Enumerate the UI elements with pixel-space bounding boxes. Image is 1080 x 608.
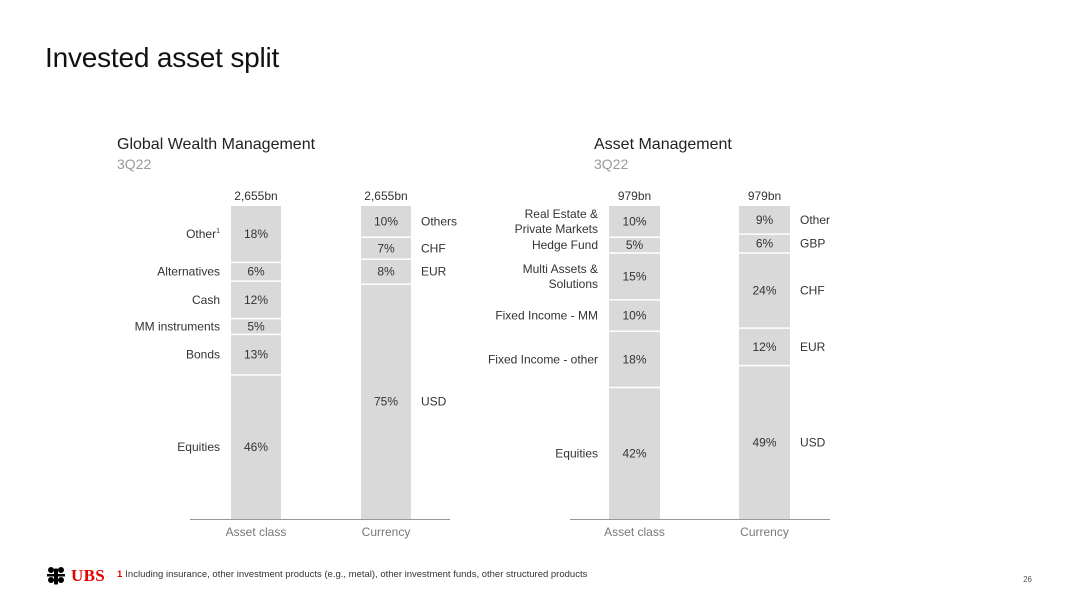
segment-value-label: 24% <box>752 284 776 298</box>
segment-value-label: 10% <box>374 215 398 229</box>
segment-value-label: 9% <box>756 213 774 227</box>
x-category-label: Asset class <box>604 525 665 539</box>
segment-value-label: 18% <box>622 352 646 366</box>
segment-name-label: Multi Assets & Solutions <box>523 262 598 291</box>
segment-value-label: 13% <box>244 348 268 362</box>
segment-name-label: EUR <box>800 340 826 354</box>
segment-name-label: Alternatives <box>157 265 220 279</box>
bar-total-label: 2,655bn <box>364 189 407 203</box>
segment-name-label: Other <box>800 213 830 227</box>
x-category-label: Asset class <box>226 525 287 539</box>
segment-name-label: Fixed Income - MM <box>495 309 598 323</box>
segment-name-label: USD <box>421 395 447 409</box>
ubs-wordmark: UBS <box>71 566 105 586</box>
segment-name-label: EUR <box>421 265 447 279</box>
page-number: 26 <box>1023 575 1032 584</box>
segment-name-label: Real Estate & Private Markets <box>515 207 598 236</box>
footnote: 1 Including insurance, other investment p… <box>117 569 587 580</box>
segment-value-label: 42% <box>622 446 646 460</box>
segment-name-label: Equities <box>555 446 598 460</box>
x-category-label: Currency <box>740 525 789 539</box>
segment-value-label: 46% <box>244 440 268 454</box>
segment-name-label: MM instruments <box>135 320 220 334</box>
segment-name-label: Bonds <box>186 348 220 362</box>
segment-value-label: 7% <box>377 241 395 255</box>
segment-name-label: Hedge Fund <box>532 238 598 252</box>
segment-value-label: 6% <box>756 237 774 251</box>
segment-name-label: Equities <box>177 440 220 454</box>
ubs-logo: UBS <box>44 565 105 587</box>
segment-name-label: CHF <box>421 241 446 255</box>
footnote-text: Including insurance, other investment pr… <box>125 569 587 580</box>
segment-name-label: Fixed Income - other <box>488 352 598 366</box>
segment-name-label: GBP <box>800 237 825 251</box>
segment-value-label: 8% <box>377 265 395 279</box>
x-category-label: Currency <box>362 525 411 539</box>
segment-value-label: 6% <box>247 265 265 279</box>
segment-name-label: Others <box>421 215 457 229</box>
segment-value-label: 12% <box>752 340 776 354</box>
segment-value-label: 5% <box>247 320 265 334</box>
segment-value-label: 15% <box>622 269 646 283</box>
segment-value-label: 5% <box>626 238 644 252</box>
segment-value-label: 12% <box>244 293 268 307</box>
bar-total-label: 979bn <box>748 189 781 203</box>
segment-value-label: 10% <box>622 309 646 323</box>
segment-value-label: 18% <box>244 227 268 241</box>
ubs-keys-icon <box>44 565 68 587</box>
bar-total-label: 979bn <box>618 189 651 203</box>
segment-value-label: 10% <box>622 215 646 229</box>
bar-total-label: 2,655bn <box>234 189 277 203</box>
segment-name-label: CHF <box>800 284 825 298</box>
footnote-marker: 1 <box>117 569 122 580</box>
segment-name-label: Cash <box>192 293 220 307</box>
segment-name-label: USD <box>800 435 826 449</box>
segment-value-label: 75% <box>374 395 398 409</box>
segment-name-label: Other1 <box>186 227 220 241</box>
segment-value-label: 49% <box>752 435 776 449</box>
